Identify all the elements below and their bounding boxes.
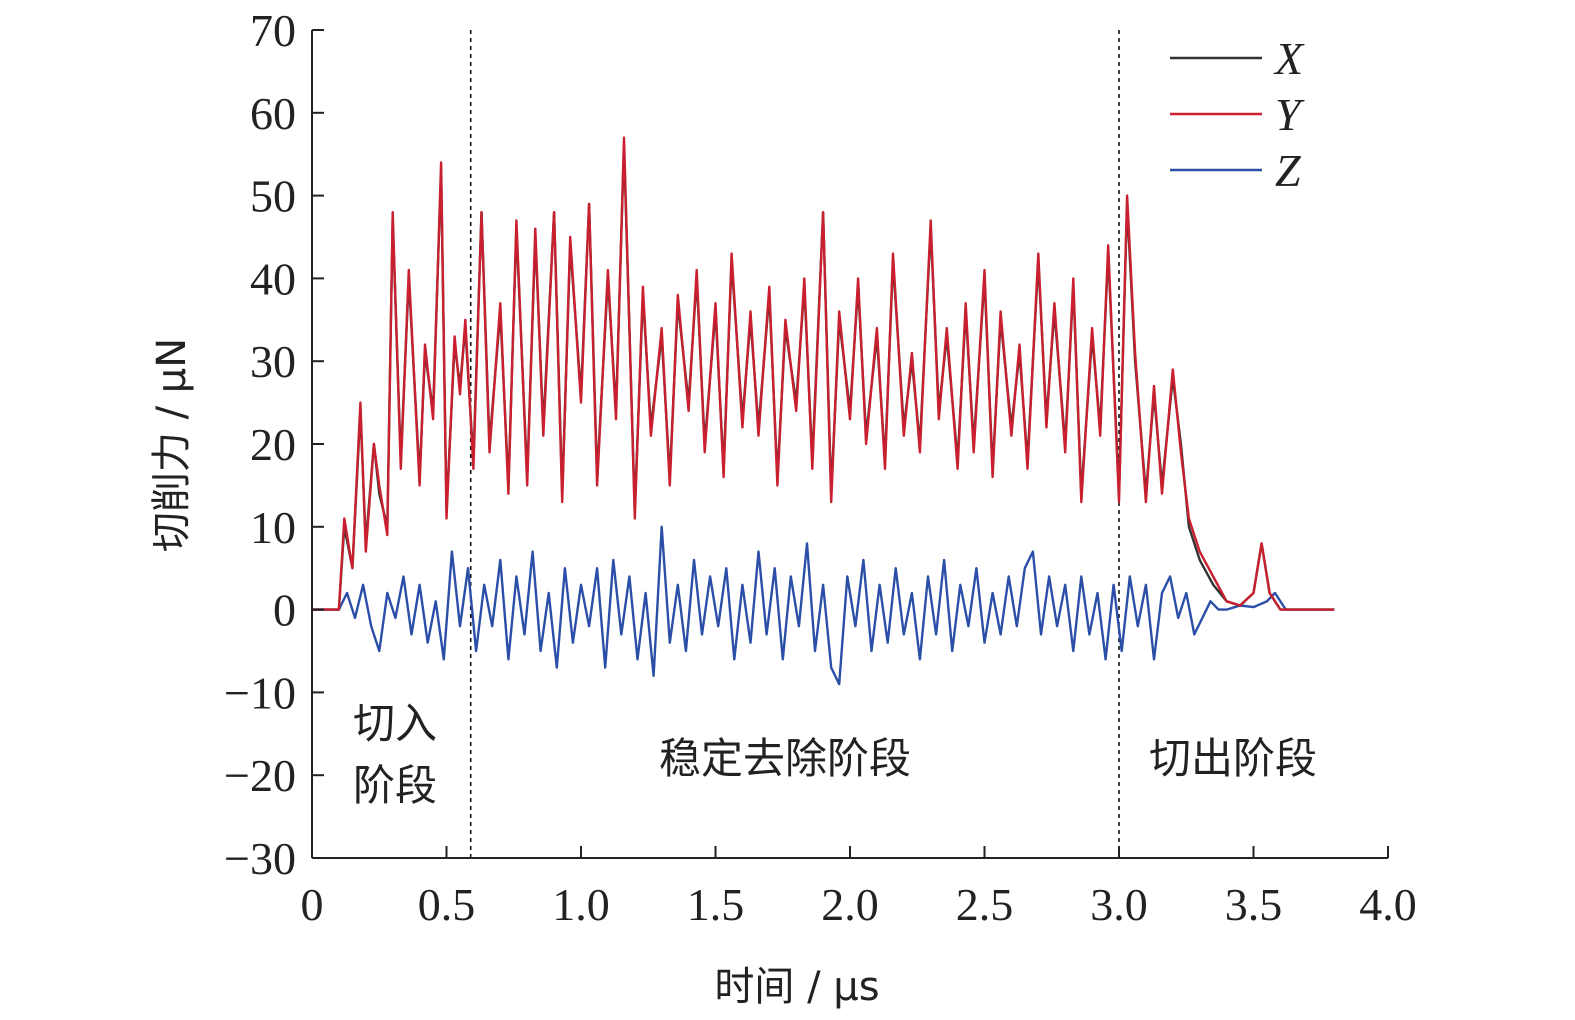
phase-label-entry-line1: 切入 <box>353 699 437 748</box>
phase-label-steady: 稳定去除阶段 <box>659 734 911 783</box>
x-axis-title: 时间 / μs <box>714 964 879 1010</box>
series-line-y <box>312 136 1335 611</box>
phase-label-exit: 切出阶段 <box>1149 734 1317 783</box>
y-tick-label: 10 <box>250 502 296 553</box>
x-tick-label: 1.5 <box>687 879 745 930</box>
y-tick-label: −30 <box>224 833 296 884</box>
axes: −30 −20 −10 0 10 20 30 40 50 60 70 0 0.5 1.0 1.5 2.0 2.5… <box>224 5 1417 930</box>
phase-label-entry-line2: 阶段 <box>353 761 437 810</box>
legend-label-x: X <box>1273 33 1305 84</box>
phase-lines <box>469 30 1120 858</box>
y-tick-label: 40 <box>250 253 296 304</box>
x-tick-label: 2.5 <box>956 879 1014 930</box>
legend: XYZ <box>1170 33 1305 196</box>
x-tick-label: 0.5 <box>418 879 476 930</box>
series-lines <box>312 136 1335 686</box>
y-tick-label: 0 <box>273 585 296 636</box>
x-tick-label: 1.0 <box>552 879 610 930</box>
y-tick-label: −20 <box>224 750 296 801</box>
x-tick-label: 4.0 <box>1359 879 1417 930</box>
x-tick-label: 3.5 <box>1225 879 1283 930</box>
y-tick-label: 20 <box>250 419 296 470</box>
legend-label-y: Y <box>1275 89 1305 140</box>
y-axis-title: 切削力 / μN <box>149 338 195 552</box>
y-tick-label: 30 <box>250 336 296 387</box>
y-tick-label: 70 <box>250 5 296 56</box>
legend-label-z: Z <box>1275 145 1301 196</box>
x-tick-label: 0 <box>301 879 324 930</box>
x-tick-label: 3.0 <box>1090 879 1148 930</box>
y-tick-label: 60 <box>250 88 296 139</box>
x-tick-label: 2.0 <box>821 879 879 930</box>
y-tick-label: 50 <box>250 171 296 222</box>
series-line-z <box>312 525 1335 686</box>
y-tick-label: −10 <box>224 667 296 718</box>
